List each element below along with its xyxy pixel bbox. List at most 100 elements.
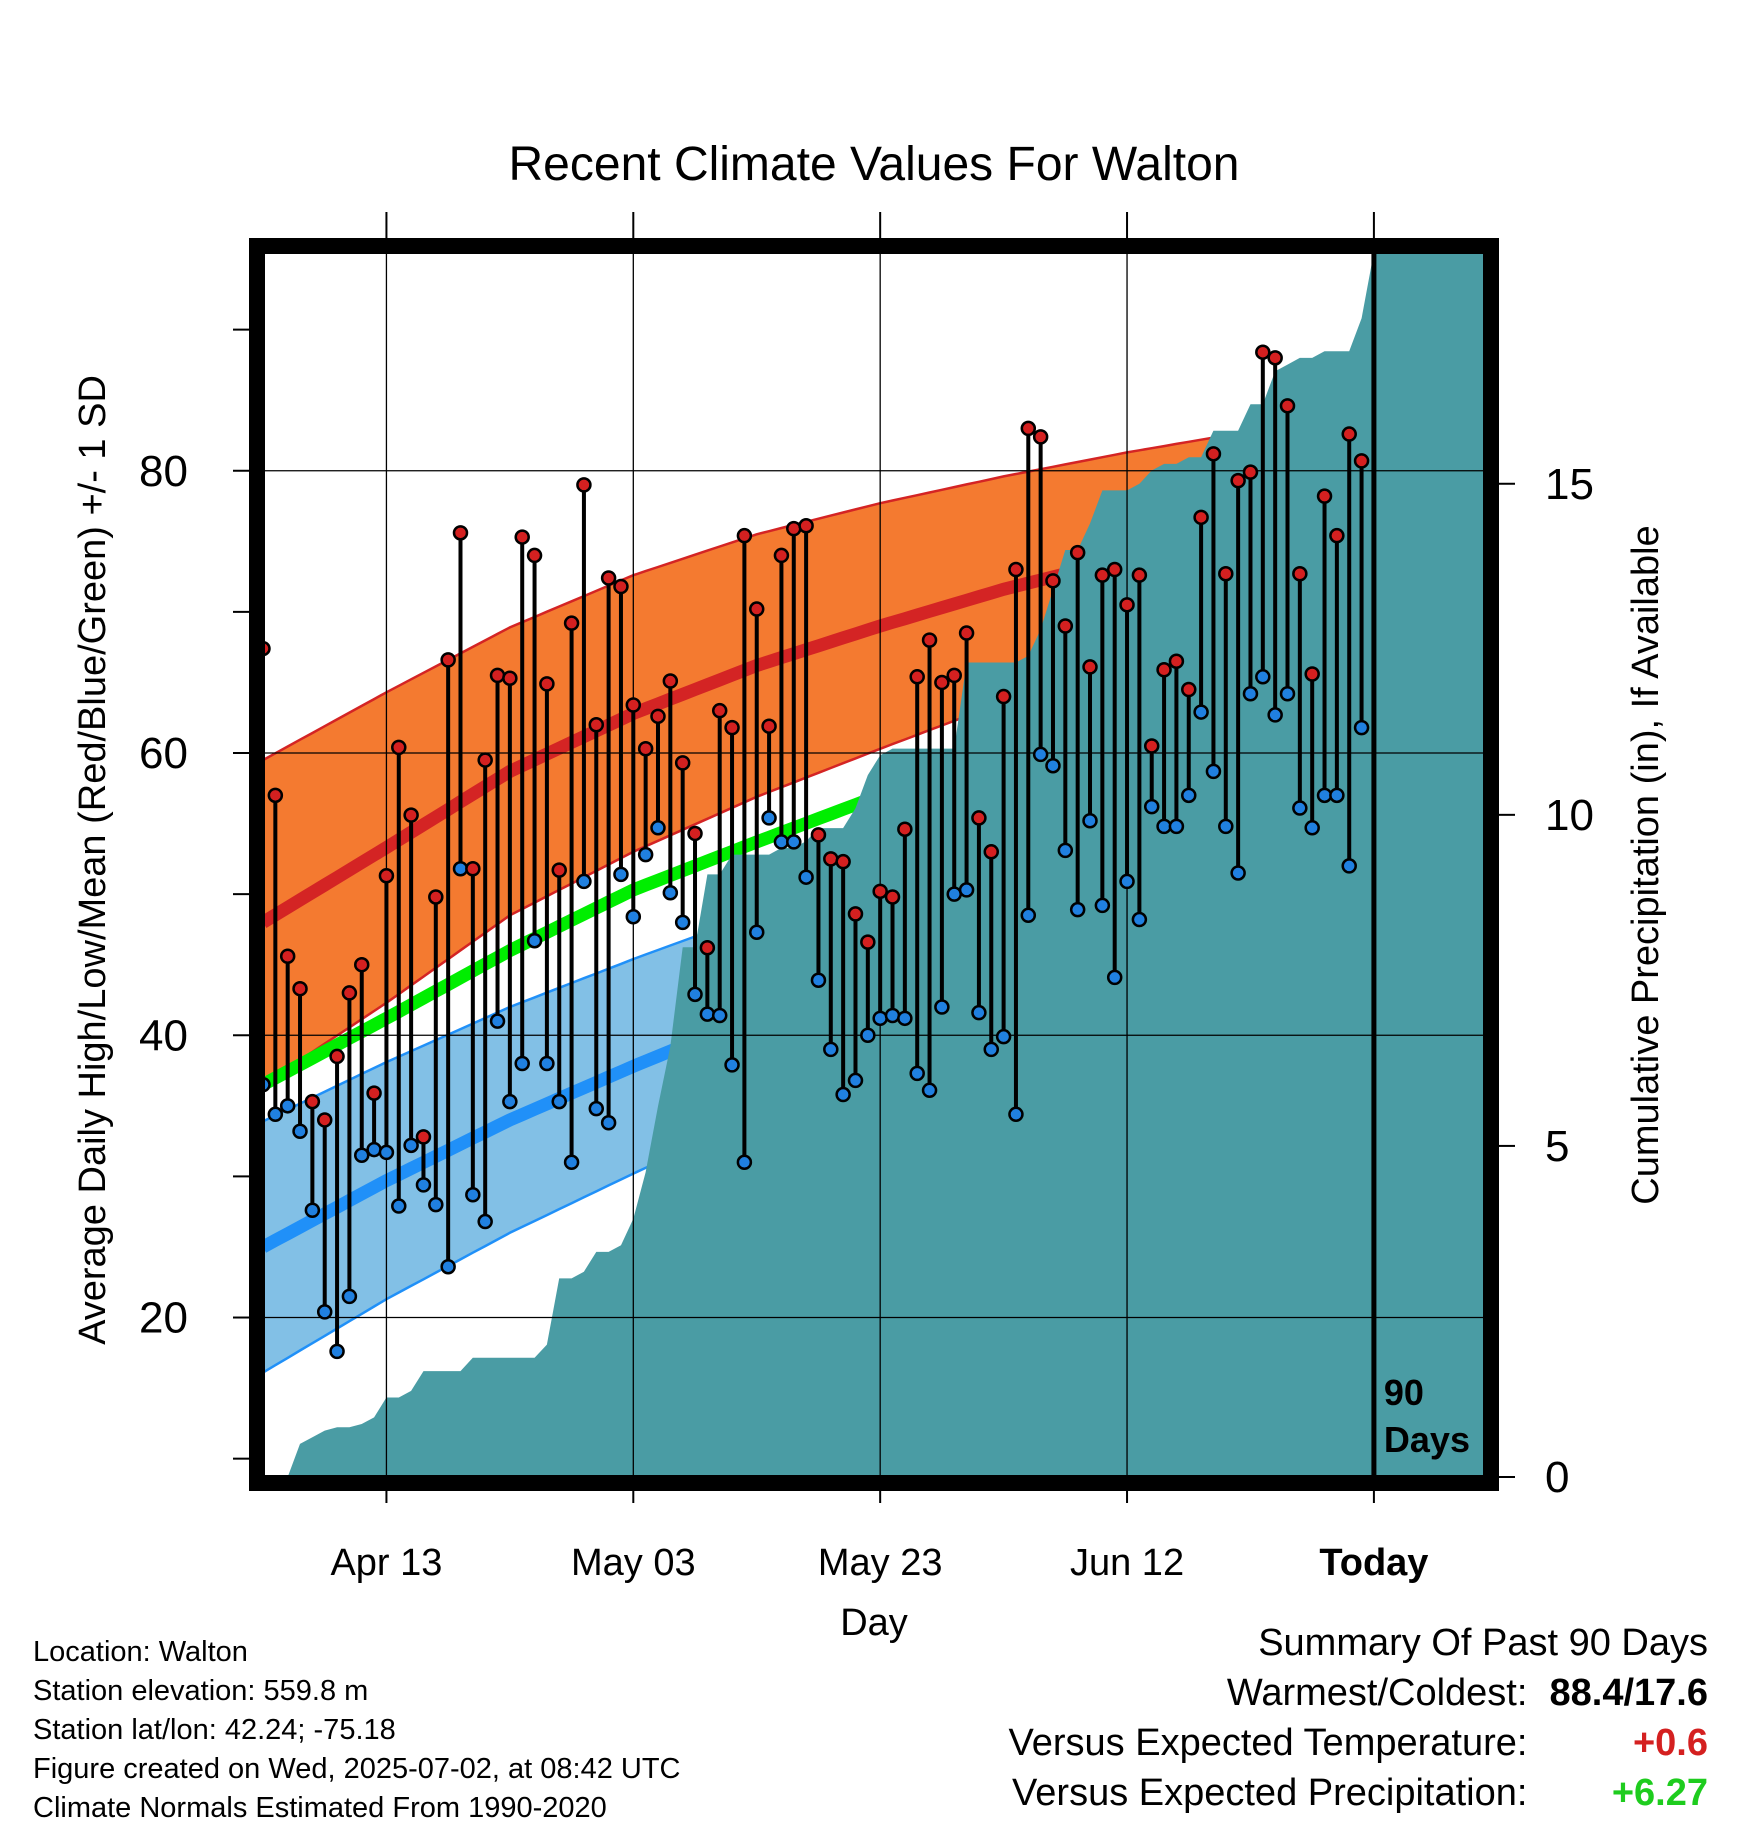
daily-high-point <box>798 518 814 534</box>
daily-low-point <box>1353 719 1370 736</box>
daily-low-point <box>971 1004 987 1021</box>
daily-high-point <box>588 717 605 733</box>
daily-high-point <box>736 527 753 544</box>
daily-low-point <box>650 820 666 836</box>
daily-high-point <box>1329 527 1345 544</box>
daily-high-point <box>1181 681 1197 698</box>
daily-low-point <box>909 1065 925 1082</box>
y-right-tick-label: 10 <box>1545 791 1594 840</box>
elevation-text: Station elevation: 559.8 m <box>33 1675 369 1707</box>
daily-low-point <box>403 1137 419 1154</box>
daily-high-point <box>514 529 530 545</box>
daily-low-point <box>958 882 975 898</box>
temp-anomaly-label: Versus Expected Temperature: <box>1008 1722 1528 1764</box>
daily-low-point <box>353 1147 370 1163</box>
daily-high-point <box>1131 567 1148 583</box>
cumulative-precip-area <box>263 252 1485 1477</box>
daily-low-point <box>341 1288 358 1305</box>
daily-low-point <box>1267 707 1283 723</box>
latlon-text: Station lat/lon: 42.24; -75.18 <box>33 1714 396 1746</box>
daily-low-point <box>625 908 642 925</box>
daily-high-point <box>674 755 691 771</box>
daily-low-point <box>279 1098 296 1114</box>
warm-cold-row: Warmest/Coldest: 88.4/17.6 <box>1009 1668 1708 1718</box>
x-tick-label: May 23 <box>818 1542 943 1584</box>
daily-low-point <box>502 1093 518 1110</box>
daily-high-point <box>1168 653 1185 670</box>
location-text: Location: Walton <box>33 1636 248 1668</box>
daily-high-point <box>465 860 481 877</box>
daily-high-point <box>551 862 567 878</box>
y-right-tick-label: 0 <box>1545 1453 1569 1502</box>
days-marker-number: 90 <box>1384 1372 1424 1413</box>
daily-high-point <box>872 883 888 900</box>
daily-low-point <box>637 846 654 863</box>
daily-low-point <box>1181 787 1197 804</box>
daily-low-point <box>563 1154 580 1171</box>
daily-low-point <box>699 1006 716 1022</box>
daily-low-point <box>1069 901 1086 918</box>
daily-high-point <box>909 669 925 685</box>
daily-high-point <box>897 821 913 837</box>
daily-high-point <box>971 810 987 826</box>
daily-high-point <box>921 632 938 648</box>
daily-low-point <box>786 834 802 850</box>
daily-high-point <box>884 889 901 905</box>
daily-high-point <box>415 1129 432 1145</box>
daily-low-point <box>539 1055 555 1072</box>
temp-anomaly-value: +0.6 <box>1632 1722 1708 1764</box>
daily-low-point <box>477 1213 493 1230</box>
daily-low-point <box>1255 669 1271 685</box>
daily-low-point <box>934 999 950 1015</box>
daily-high-point <box>1267 350 1283 366</box>
daily-low-point <box>1242 685 1259 702</box>
daily-low-point <box>995 1028 1012 1045</box>
daily-low-point <box>761 810 777 826</box>
daily-low-point <box>847 1072 864 1089</box>
daily-low-point <box>711 1007 728 1024</box>
daily-high-point <box>1106 561 1123 578</box>
days-marker-label: Days <box>1384 1419 1470 1460</box>
daily-low-point <box>292 1123 308 1139</box>
x-axis-label: Day <box>840 1602 908 1644</box>
daily-low-point <box>1131 911 1148 928</box>
daily-high-point <box>835 853 851 870</box>
y-left-tick-label: 20 <box>139 1294 188 1343</box>
daily-high-point <box>1008 561 1024 578</box>
daily-low-point <box>872 1010 888 1027</box>
daily-high-point <box>1094 567 1111 583</box>
daily-high-point <box>539 676 555 692</box>
daily-high-point <box>958 625 975 641</box>
daily-high-point <box>316 1112 333 1128</box>
daily-low-point <box>1156 818 1172 835</box>
daily-high-point <box>823 851 839 867</box>
daily-high-point <box>650 708 666 725</box>
daily-high-point <box>366 1085 382 1101</box>
y-left-axis-label: Average Daily High/Low/Mean (Red/Blue/Gr… <box>72 375 114 1345</box>
daily-low-point <box>1279 685 1296 702</box>
x-tick-label: Apr 13 <box>330 1542 442 1584</box>
daily-low-point <box>736 1154 753 1171</box>
daily-high-point <box>748 601 765 617</box>
daily-high-point <box>946 667 962 684</box>
daily-high-point <box>1069 544 1086 561</box>
daily-low-point <box>823 1041 839 1058</box>
plot-area: 90 Days Apr 13 May 03 May 23 Jun 12 Today 20 40 6… <box>139 212 1594 1584</box>
daily-low-point <box>1329 787 1345 804</box>
daily-high-point <box>1045 573 1061 589</box>
daily-high-point <box>625 697 642 713</box>
daily-low-point <box>1218 818 1234 835</box>
daily-low-point <box>835 1086 851 1103</box>
daily-high-point <box>329 1048 345 1065</box>
daily-high-point <box>1193 509 1209 526</box>
daily-high-point <box>353 956 370 973</box>
warm-cold-value: 88.4/17.6 <box>1549 1672 1708 1714</box>
summary-panel: Summary Of Past 90 Days Warmest/Coldest:… <box>1009 1618 1708 1818</box>
daily-high-point <box>378 868 395 884</box>
daily-low-point <box>1230 865 1246 881</box>
daily-high-point <box>1057 618 1074 634</box>
daily-high-point <box>847 906 864 922</box>
daily-high-point <box>860 934 876 950</box>
created-text: Figure created on Wed, 2025-07-02, at 08… <box>33 1753 681 1785</box>
